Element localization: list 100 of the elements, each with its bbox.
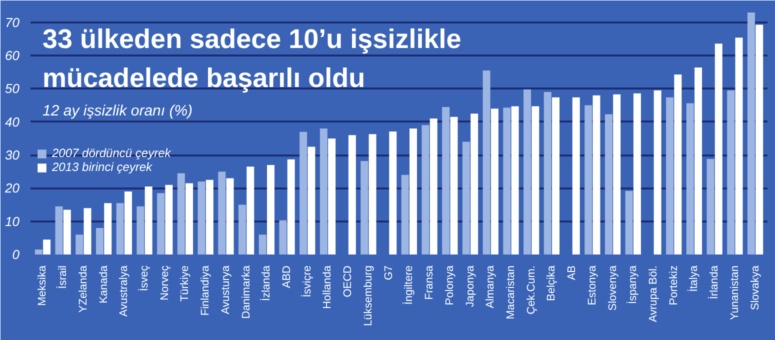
- x-tick-label: Polonya: [444, 264, 456, 306]
- y-tick-label: 60: [5, 48, 20, 64]
- bar: [532, 106, 540, 254]
- bar: [218, 172, 226, 254]
- bar: [287, 159, 295, 254]
- bar: [524, 89, 532, 254]
- bar: [654, 90, 662, 254]
- bar: [226, 178, 234, 254]
- x-tick-label: Lüksemburg: [362, 265, 374, 326]
- bar: [258, 234, 266, 254]
- bar: [55, 206, 63, 254]
- bar: [76, 234, 84, 254]
- x-tick-label: Slovakya: [749, 264, 762, 310]
- x-tick-label: Belçika: [546, 264, 558, 301]
- x-tick-label: G7: [382, 265, 395, 280]
- x-tick-label: İrlanda: [708, 264, 721, 300]
- x-tick-label: İngiltere: [402, 265, 416, 305]
- x-tick-label: Kanada: [98, 264, 110, 304]
- bar: [714, 44, 722, 254]
- x-tick-label: Slovenya: [606, 264, 619, 311]
- bar: [613, 94, 621, 254]
- bar: [246, 166, 254, 254]
- bar: [368, 134, 376, 254]
- bar: [206, 180, 214, 254]
- bar: [686, 103, 694, 254]
- x-tick-label: Norveç: [158, 265, 171, 300]
- y-tick-label: 70: [5, 14, 20, 30]
- bar: [96, 228, 104, 254]
- bar: [584, 105, 592, 254]
- x-tick-label: Finlandiya: [200, 264, 212, 316]
- legend-label: 2007 dördüncü çeyrek: [52, 146, 171, 160]
- bar: [198, 182, 206, 254]
- bar: [592, 95, 600, 254]
- x-tick-label: Türkiye: [179, 266, 192, 302]
- bar: [328, 138, 336, 254]
- bar: [144, 186, 152, 254]
- bar: [63, 210, 71, 254]
- bar: [157, 193, 165, 254]
- x-tick-label: Estonya: [586, 264, 598, 306]
- x-tick-label: Fransa: [424, 264, 436, 300]
- x-tick-label: AB: [566, 265, 578, 280]
- bar: [136, 206, 144, 254]
- x-tick-label: Japonya: [464, 264, 476, 308]
- bar: [300, 132, 308, 254]
- bar: [410, 128, 417, 254]
- x-tick-label: Avustralya: [118, 264, 130, 317]
- x-tick-label: Danimarka: [240, 264, 252, 319]
- bar: [308, 146, 316, 254]
- y-tick-label: 40: [5, 114, 20, 130]
- bar: [165, 184, 173, 254]
- x-tick-label: YZelanda: [77, 264, 90, 313]
- bar: [633, 93, 641, 254]
- bar: [348, 135, 356, 254]
- bar: [389, 131, 397, 254]
- x-tick-label: İsveç: [138, 265, 151, 292]
- bar: [727, 90, 735, 254]
- bar: [84, 208, 92, 254]
- text: 12 ay işsizlik oranı (%): [42, 102, 193, 120]
- bar: [450, 116, 458, 254]
- bar: [266, 164, 274, 254]
- bar: [279, 220, 287, 254]
- bar: [177, 173, 185, 254]
- bar: [124, 192, 132, 254]
- x-tick-label: OECD: [342, 265, 354, 298]
- x-tick-label: Meksika: [36, 264, 49, 306]
- x-tick-label: Almanya: [484, 264, 497, 308]
- y-tick-label: 20: [4, 180, 20, 196]
- bar: [706, 159, 714, 254]
- bar: [674, 74, 682, 254]
- bar: [34, 250, 42, 254]
- x-tick-label: İsrail: [56, 265, 70, 289]
- bar: [442, 106, 450, 254]
- x-tick-label: ABD: [281, 265, 294, 288]
- bar: [462, 142, 470, 254]
- y-tick-label: 50: [5, 81, 20, 96]
- bar: [747, 12, 755, 254]
- bar: [490, 108, 498, 254]
- bar: [552, 97, 560, 254]
- bar: [604, 114, 612, 254]
- bar: [238, 204, 246, 254]
- bar: [666, 97, 674, 254]
- bar: [401, 174, 409, 254]
- bar: [694, 67, 702, 254]
- bar: [186, 183, 194, 254]
- x-tick-label: İtalya: [687, 264, 700, 292]
- x-tick-label: İsviçre: [300, 266, 314, 298]
- legend-label: 2013 birinci çeyrek: [52, 160, 152, 174]
- x-tick-label: Portekiz: [668, 265, 680, 306]
- x-tick-label: Avrupa Böl.: [647, 265, 660, 322]
- y-tick-label: 30: [5, 148, 20, 163]
- x-tick-label: Avusturya: [220, 264, 232, 314]
- bar: [320, 128, 328, 254]
- bar: [430, 118, 438, 254]
- bar: [503, 108, 511, 254]
- bar: [104, 203, 112, 254]
- bar: [511, 106, 519, 254]
- x-tick-label: Hollanda: [322, 264, 334, 309]
- bar: [43, 240, 51, 254]
- bar: [360, 160, 368, 254]
- x-tick-label: İzlanda: [260, 264, 273, 301]
